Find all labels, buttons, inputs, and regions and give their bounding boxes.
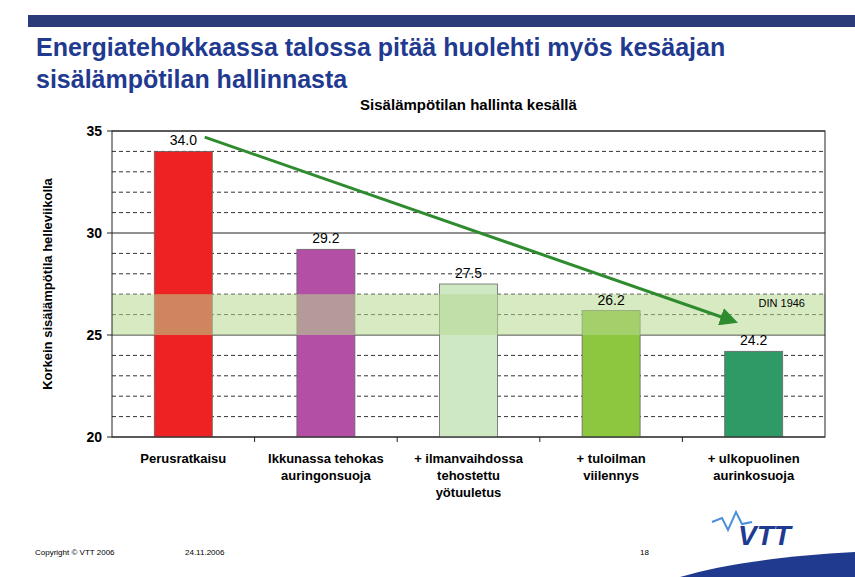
top-stripe (28, 15, 855, 27)
category-label: Ikkunassa tehokas auringonsuoja (268, 451, 384, 483)
x-tick (539, 437, 540, 442)
category-label-line: aurinkosuoja (713, 468, 795, 483)
y-tick-label: 30 (86, 225, 102, 241)
band-label: DIN 1946 (759, 297, 805, 309)
x-tick (682, 437, 683, 442)
category-label: + tuloilman viilennys (577, 451, 646, 483)
slide: Energiatehokkaassa talossa pitää huoleht… (0, 0, 855, 577)
data-label: 27.5 (455, 265, 482, 281)
minor-grid-line (112, 253, 825, 254)
minor-grid-line (112, 192, 825, 193)
category-label-line: auringonsuoja (281, 468, 371, 483)
category-label-line: viilennys (583, 468, 639, 483)
category-label-line: Perusratkaisu (140, 451, 226, 466)
date: 24.11.2006 (185, 548, 225, 557)
y-tick-label: 20 (86, 429, 102, 445)
footer-swoosh (680, 552, 855, 577)
y-axis-label: Korkein sisälämpötila helleviikolla (40, 177, 55, 389)
category-label: + ulkopuolinen aurinkosuoja (708, 451, 800, 483)
x-tick (397, 437, 398, 442)
x-tick (254, 437, 255, 442)
category-label: Perusratkaisu (140, 451, 226, 466)
y-tick (107, 335, 112, 336)
category-label-line: + tuloilman (577, 451, 646, 466)
bar (725, 351, 783, 437)
plot-frame (112, 131, 825, 437)
bar (297, 249, 355, 437)
minor-grid-line (112, 212, 825, 213)
minor-grid-line (112, 171, 825, 172)
data-label: 26.2 (597, 292, 624, 308)
y-tick-label: 35 (86, 123, 102, 139)
trend-arrow (205, 137, 733, 321)
y-tick (107, 131, 112, 132)
chart-title: Sisälämpötilan hallinta kesällä (360, 96, 577, 113)
category-label-line: yötuuletus (436, 485, 502, 500)
y-tick (107, 233, 112, 234)
data-label: 34.0 (170, 132, 197, 148)
y-tick-label: 25 (86, 327, 102, 343)
category-label-line: + ulkopuolinen (708, 451, 800, 466)
data-label: 29.2 (312, 230, 339, 246)
category-label-line: tehostettu (437, 468, 500, 483)
page-number: 18 (640, 548, 649, 557)
copyright: Copyright © VTT 2006 (35, 548, 115, 557)
data-label: 24.2 (740, 332, 767, 348)
slide-title: Energiatehokkaassa talossa pitää huoleht… (36, 33, 725, 61)
logo: VTT (738, 520, 794, 551)
category-label-line: + ilmanvaihdossa (414, 451, 524, 466)
category-label: + ilmanvaihdossa tehostettu yötuuletus (414, 451, 524, 500)
y-tick (107, 437, 112, 438)
bars (112, 137, 825, 437)
grid-line (112, 233, 825, 234)
category-label-line: Ikkunassa tehokas (268, 451, 384, 466)
minor-grid-line (112, 151, 825, 152)
slide-title: sisälämpötilan hallinnasta (36, 65, 348, 93)
